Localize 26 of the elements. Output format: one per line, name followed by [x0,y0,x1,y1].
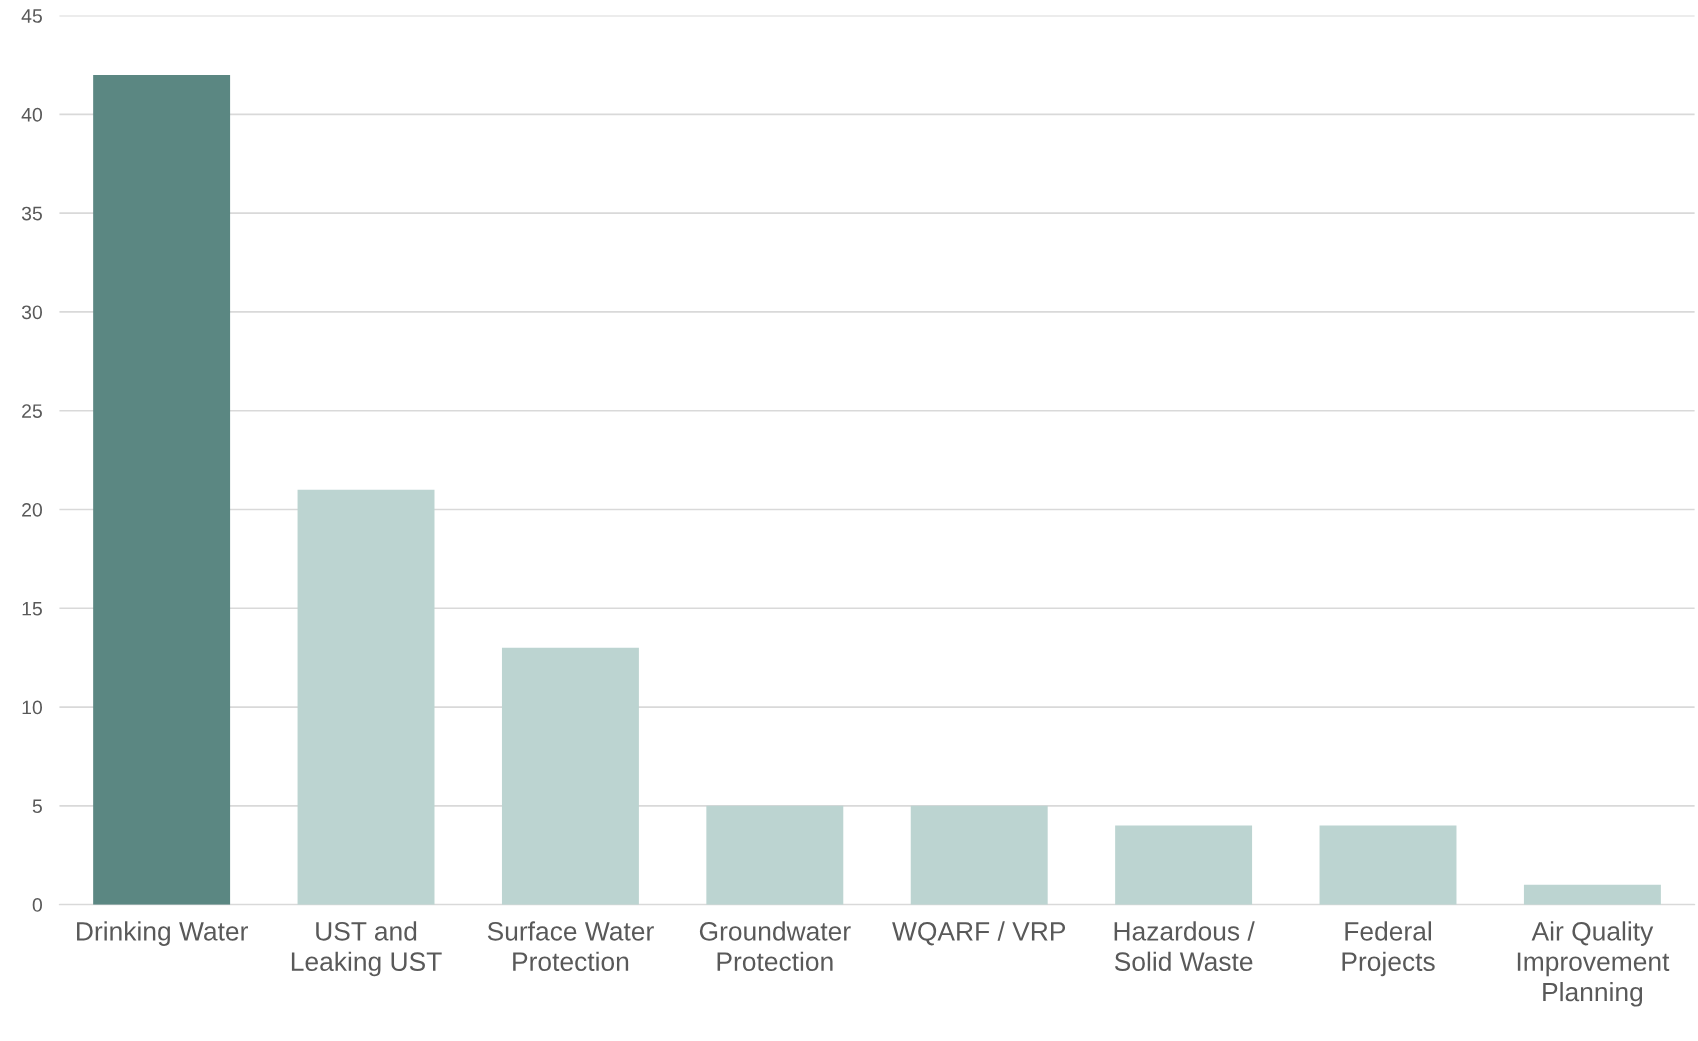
bar [910,805,1048,905]
x-tick-label: UST and Leaking UST [291,921,442,977]
y-tick-label: 15 [22,601,42,616]
y-tick-label: 40 [21,107,42,122]
bar [1319,825,1457,905]
y-tick-label: 30 [21,305,42,320]
y-tick-label: 10 [22,700,42,715]
bar [706,805,844,905]
x-tick-label: Drinking Water [77,921,248,946]
y-tick-label: 35 [21,206,42,221]
x-tick-label: Groundwater Protection [699,921,851,972]
bar [501,647,639,905]
x-tick-label: Federal Projects [1342,921,1435,977]
bar [297,489,435,905]
y-tick-label: 25 [22,404,42,418]
y-tick-label: 5 [32,799,42,814]
y-tick-label: 45 [21,9,42,23]
bar [1115,825,1253,905]
x-tick-label: Hazardous / Solid Waste [1114,921,1255,972]
bar [93,74,231,905]
bar [1523,884,1661,905]
x-tick-label: Air Quality Improvement Planning [1517,921,1670,1007]
y-tick-label: 0 [32,898,42,912]
y-tick-label: 20 [22,502,42,517]
x-tick-label: Surface Water Protection [487,921,654,972]
x-tick-label: WQARF / VRP [892,921,1066,946]
